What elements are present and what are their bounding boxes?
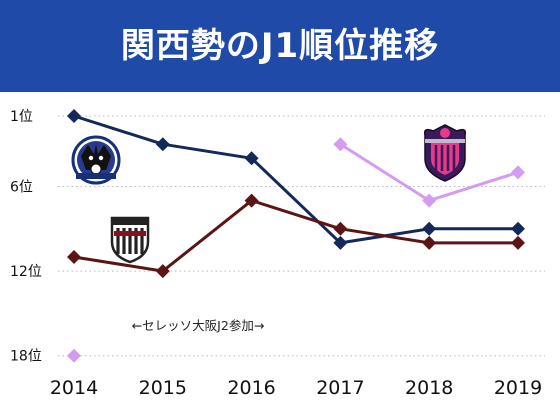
x-tick-label: 2018: [405, 377, 453, 399]
grid-lines: [58, 115, 545, 357]
data-point-marker: [422, 235, 437, 250]
data-point-marker: [333, 137, 348, 152]
series-line: [73, 199, 518, 273]
title-banner: [0, 0, 560, 92]
page-title: 関西勢のJ1順位推移: [120, 26, 440, 66]
gamba-osaka-crest-icon: [71, 135, 121, 185]
data-point-marker: [67, 250, 81, 264]
data-point-marker: [333, 235, 348, 250]
annotation-label: ←セレッソ大阪J2参加→: [132, 318, 265, 333]
data-point-marker: [155, 137, 170, 152]
data-point-marker: [511, 221, 525, 236]
data-point-marker: [155, 264, 170, 279]
data-point-marker: [511, 235, 525, 250]
data-point-marker: [333, 221, 348, 236]
data-point-marker: [511, 165, 525, 180]
team-logos: [71, 124, 467, 264]
y-tick-label: 18位: [10, 349, 42, 365]
data-point-marker: [244, 193, 259, 208]
y-axis-labels: 1位 6位 12位 18位: [10, 109, 42, 365]
x-tick-label: 2015: [139, 377, 187, 399]
cerezo-osaka-crest-icon: [423, 124, 467, 182]
y-tick-label: 1位: [10, 109, 33, 125]
data-point-marker: [67, 109, 81, 123]
x-tick-label: 2019: [494, 377, 542, 399]
x-tick-label: 2016: [227, 377, 275, 399]
data-point-marker: [422, 221, 437, 236]
data-point-marker: [422, 193, 437, 208]
y-tick-label: 6位: [10, 180, 33, 196]
vissel-kobe-crest-icon: [110, 216, 150, 264]
series-markers: [67, 109, 525, 363]
data-point-marker: [67, 348, 81, 363]
series-line: [73, 114, 518, 245]
data-point-marker: [244, 151, 259, 166]
y-tick-label: 12位: [10, 264, 42, 280]
x-tick-label: 2014: [50, 377, 98, 399]
x-axis-labels: 2014 2015 2016 2017 2018 2019: [50, 377, 542, 399]
x-tick-label: 2017: [316, 377, 364, 399]
